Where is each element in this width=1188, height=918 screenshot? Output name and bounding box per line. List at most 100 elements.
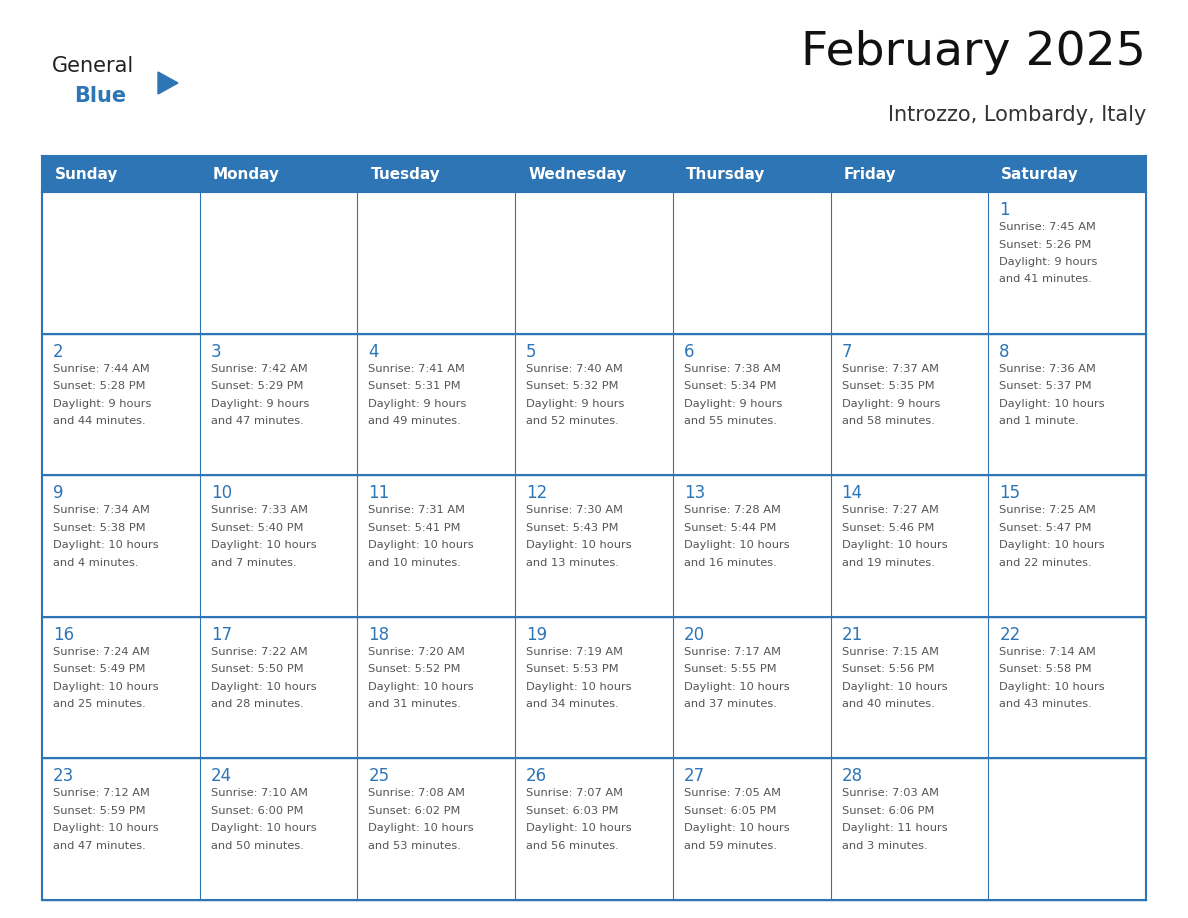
Bar bbox=[358, 758, 516, 900]
Bar bbox=[672, 476, 830, 617]
Text: Daylight: 10 hours: Daylight: 10 hours bbox=[526, 540, 632, 550]
Text: Sunset: 5:50 PM: Sunset: 5:50 PM bbox=[210, 665, 303, 675]
Bar bbox=[516, 333, 672, 476]
Text: 22: 22 bbox=[999, 626, 1020, 644]
Bar bbox=[672, 156, 830, 192]
Text: and 34 minutes.: and 34 minutes. bbox=[526, 700, 619, 710]
Text: and 47 minutes.: and 47 minutes. bbox=[210, 416, 303, 426]
Bar bbox=[42, 156, 200, 192]
Text: Wednesday: Wednesday bbox=[529, 166, 626, 182]
Text: Sunset: 5:37 PM: Sunset: 5:37 PM bbox=[999, 381, 1092, 391]
Text: February 2025: February 2025 bbox=[801, 30, 1146, 75]
Text: Thursday: Thursday bbox=[685, 166, 765, 182]
Text: Daylight: 10 hours: Daylight: 10 hours bbox=[999, 682, 1105, 692]
Text: Sunset: 5:31 PM: Sunset: 5:31 PM bbox=[368, 381, 461, 391]
Text: Sunset: 5:29 PM: Sunset: 5:29 PM bbox=[210, 381, 303, 391]
Text: Tuesday: Tuesday bbox=[371, 166, 441, 182]
Text: and 13 minutes.: and 13 minutes. bbox=[526, 558, 619, 567]
Bar bbox=[988, 192, 1146, 333]
Bar bbox=[830, 192, 988, 333]
Text: 11: 11 bbox=[368, 484, 390, 502]
Text: and 16 minutes.: and 16 minutes. bbox=[684, 558, 777, 567]
Bar bbox=[516, 758, 672, 900]
Text: and 59 minutes.: and 59 minutes. bbox=[684, 841, 777, 851]
Text: 5: 5 bbox=[526, 342, 537, 361]
Text: Daylight: 10 hours: Daylight: 10 hours bbox=[368, 682, 474, 692]
Text: 21: 21 bbox=[841, 626, 862, 644]
Bar bbox=[516, 156, 672, 192]
Text: and 7 minutes.: and 7 minutes. bbox=[210, 558, 296, 567]
Text: 6: 6 bbox=[684, 342, 694, 361]
Text: 23: 23 bbox=[53, 767, 74, 786]
Text: Sunrise: 7:25 AM: Sunrise: 7:25 AM bbox=[999, 505, 1097, 515]
Text: Sunset: 6:03 PM: Sunset: 6:03 PM bbox=[526, 806, 619, 816]
Bar bbox=[830, 156, 988, 192]
Text: Sunrise: 7:05 AM: Sunrise: 7:05 AM bbox=[684, 789, 781, 799]
Text: and 3 minutes.: and 3 minutes. bbox=[841, 841, 927, 851]
Text: Sunset: 6:02 PM: Sunset: 6:02 PM bbox=[368, 806, 461, 816]
Bar bbox=[516, 192, 672, 333]
Text: and 40 minutes.: and 40 minutes. bbox=[841, 700, 934, 710]
Text: and 28 minutes.: and 28 minutes. bbox=[210, 700, 303, 710]
Polygon shape bbox=[158, 72, 178, 94]
Text: Sunrise: 7:22 AM: Sunrise: 7:22 AM bbox=[210, 647, 308, 656]
Text: and 22 minutes.: and 22 minutes. bbox=[999, 558, 1092, 567]
Text: Sunset: 6:05 PM: Sunset: 6:05 PM bbox=[684, 806, 776, 816]
Text: Sunrise: 7:31 AM: Sunrise: 7:31 AM bbox=[368, 505, 466, 515]
Bar bbox=[988, 333, 1146, 476]
Text: 20: 20 bbox=[684, 626, 704, 644]
Text: Sunset: 5:34 PM: Sunset: 5:34 PM bbox=[684, 381, 776, 391]
Text: Sunrise: 7:28 AM: Sunrise: 7:28 AM bbox=[684, 505, 781, 515]
Text: Sunset: 5:56 PM: Sunset: 5:56 PM bbox=[841, 665, 934, 675]
Text: 12: 12 bbox=[526, 484, 548, 502]
Text: and 43 minutes.: and 43 minutes. bbox=[999, 700, 1092, 710]
Text: 19: 19 bbox=[526, 626, 548, 644]
Text: Sunset: 5:53 PM: Sunset: 5:53 PM bbox=[526, 665, 619, 675]
Text: Sunset: 5:59 PM: Sunset: 5:59 PM bbox=[53, 806, 146, 816]
Bar bbox=[988, 156, 1146, 192]
Text: Sunset: 5:55 PM: Sunset: 5:55 PM bbox=[684, 665, 777, 675]
Text: Sunday: Sunday bbox=[55, 166, 119, 182]
Text: Daylight: 10 hours: Daylight: 10 hours bbox=[368, 823, 474, 834]
Text: Sunrise: 7:27 AM: Sunrise: 7:27 AM bbox=[841, 505, 939, 515]
Text: Daylight: 10 hours: Daylight: 10 hours bbox=[210, 682, 316, 692]
Text: 26: 26 bbox=[526, 767, 548, 786]
Text: 13: 13 bbox=[684, 484, 706, 502]
Bar bbox=[516, 617, 672, 758]
Text: Sunrise: 7:36 AM: Sunrise: 7:36 AM bbox=[999, 364, 1097, 374]
Text: and 50 minutes.: and 50 minutes. bbox=[210, 841, 304, 851]
Text: Daylight: 10 hours: Daylight: 10 hours bbox=[368, 540, 474, 550]
Text: Daylight: 10 hours: Daylight: 10 hours bbox=[53, 540, 159, 550]
Text: Daylight: 9 hours: Daylight: 9 hours bbox=[999, 257, 1098, 267]
Text: Sunset: 5:32 PM: Sunset: 5:32 PM bbox=[526, 381, 619, 391]
Text: 2: 2 bbox=[53, 342, 64, 361]
Bar bbox=[988, 476, 1146, 617]
Text: Sunset: 5:58 PM: Sunset: 5:58 PM bbox=[999, 665, 1092, 675]
Text: Sunset: 5:47 PM: Sunset: 5:47 PM bbox=[999, 522, 1092, 532]
Text: Sunrise: 7:42 AM: Sunrise: 7:42 AM bbox=[210, 364, 308, 374]
Bar bbox=[358, 476, 516, 617]
Text: Sunrise: 7:12 AM: Sunrise: 7:12 AM bbox=[53, 789, 150, 799]
Text: Daylight: 10 hours: Daylight: 10 hours bbox=[684, 682, 790, 692]
Text: 27: 27 bbox=[684, 767, 704, 786]
Text: Daylight: 10 hours: Daylight: 10 hours bbox=[999, 398, 1105, 409]
Text: and 44 minutes.: and 44 minutes. bbox=[53, 416, 146, 426]
Bar bbox=[200, 192, 358, 333]
Text: Sunrise: 7:07 AM: Sunrise: 7:07 AM bbox=[526, 789, 624, 799]
Bar bbox=[42, 758, 200, 900]
Text: 24: 24 bbox=[210, 767, 232, 786]
Text: 7: 7 bbox=[841, 342, 852, 361]
Text: Sunset: 5:44 PM: Sunset: 5:44 PM bbox=[684, 522, 776, 532]
Text: Daylight: 10 hours: Daylight: 10 hours bbox=[684, 823, 790, 834]
Text: Daylight: 9 hours: Daylight: 9 hours bbox=[526, 398, 625, 409]
Text: Sunrise: 7:41 AM: Sunrise: 7:41 AM bbox=[368, 364, 466, 374]
Bar bbox=[42, 333, 200, 476]
Text: Sunrise: 7:20 AM: Sunrise: 7:20 AM bbox=[368, 647, 466, 656]
Text: Blue: Blue bbox=[74, 86, 126, 106]
Text: Daylight: 10 hours: Daylight: 10 hours bbox=[53, 823, 159, 834]
Text: Daylight: 10 hours: Daylight: 10 hours bbox=[526, 823, 632, 834]
Text: Sunset: 5:28 PM: Sunset: 5:28 PM bbox=[53, 381, 145, 391]
Text: Sunset: 6:06 PM: Sunset: 6:06 PM bbox=[841, 806, 934, 816]
Text: 17: 17 bbox=[210, 626, 232, 644]
Text: and 4 minutes.: and 4 minutes. bbox=[53, 558, 139, 567]
